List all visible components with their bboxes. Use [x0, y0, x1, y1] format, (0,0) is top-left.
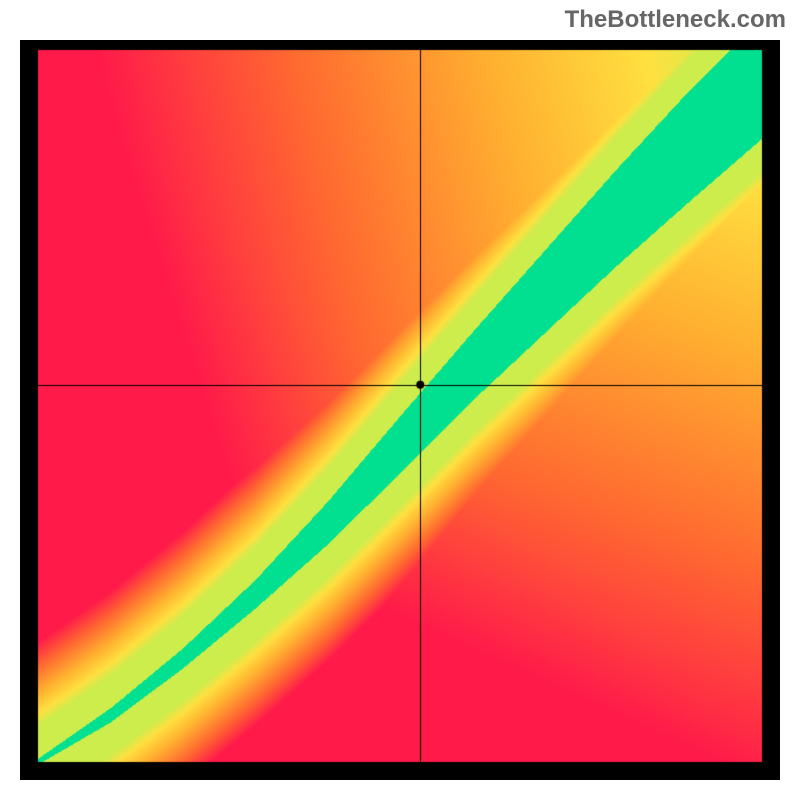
bottleneck-heatmap [20, 40, 780, 780]
watermark-text: TheBottleneck.com [565, 6, 786, 34]
heatmap-canvas [20, 40, 780, 780]
